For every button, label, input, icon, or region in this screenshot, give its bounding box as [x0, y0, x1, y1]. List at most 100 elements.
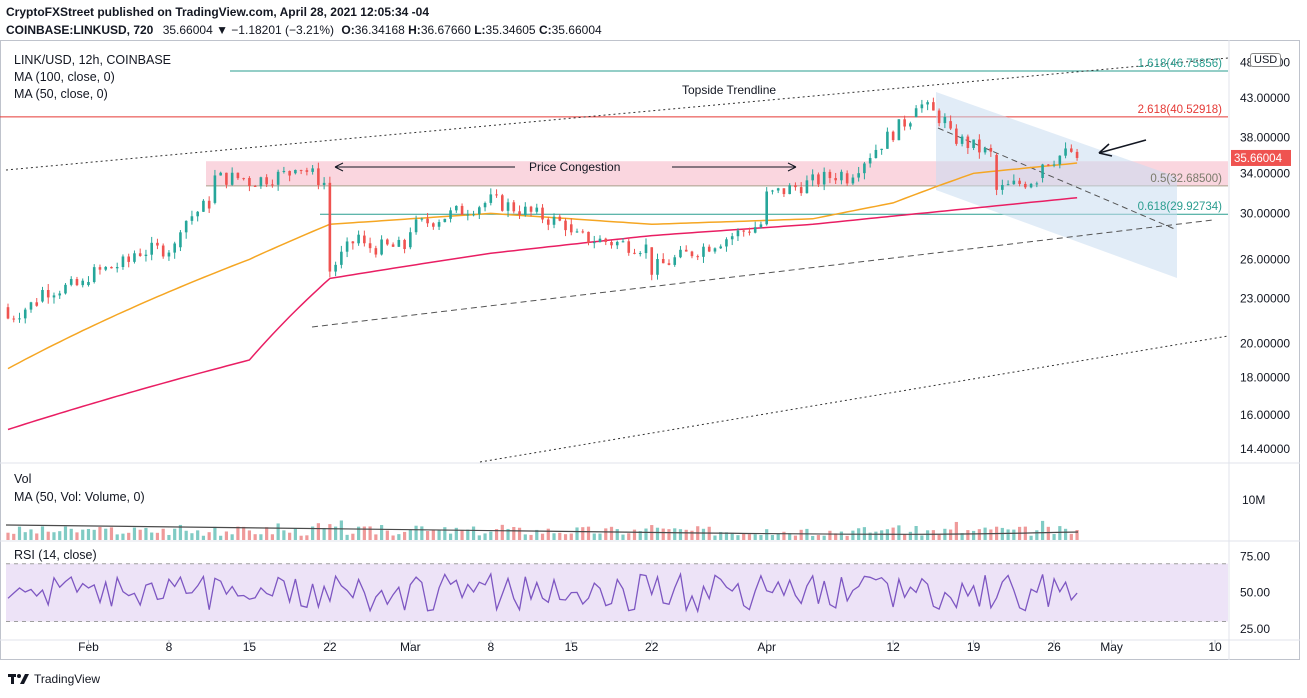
volume-bar [977, 529, 981, 540]
main-legend-ma100[interactable]: MA (100, close, 0) [14, 70, 115, 84]
currency-badge[interactable]: USD [1250, 53, 1282, 67]
volume-bar [494, 529, 499, 540]
ma50-line [7, 162, 1078, 370]
candle-body [202, 200, 205, 212]
volume-bar [242, 526, 246, 540]
volume-bar [799, 529, 803, 540]
candle-body [966, 136, 970, 149]
vol-legend-ma[interactable]: MA (50, Vol: Volume, 0) [14, 490, 145, 504]
fib-label-1.618: 1.618(46.75856) [1138, 58, 1223, 70]
candle-body [828, 171, 832, 179]
candle-body [707, 246, 711, 252]
volume-bar [207, 532, 211, 540]
candle-body [604, 238, 608, 242]
candle-body [799, 187, 803, 194]
volume-bar [937, 534, 941, 540]
candle-body [1070, 148, 1073, 152]
rsi-legend-title[interactable]: RSI (14, close) [14, 548, 97, 562]
candle-body [466, 214, 470, 216]
volume-bar [368, 526, 372, 540]
volume-bar [615, 529, 619, 540]
candle-body [587, 231, 590, 244]
volume-bar [724, 532, 729, 540]
footer-brand[interactable]: TradingView [8, 672, 100, 686]
time-tick-label: 22 [323, 640, 337, 654]
volume-bar [747, 534, 752, 540]
volume-bar [397, 534, 401, 540]
candle-body [782, 188, 786, 195]
candle-body [690, 251, 694, 257]
volume-bar [632, 529, 637, 540]
volume-bar [954, 521, 958, 540]
candle-body [190, 216, 194, 221]
volume-bar [29, 529, 33, 540]
candle-body [914, 108, 918, 118]
candle-body [489, 194, 493, 203]
time-tick-label: Mar [400, 640, 421, 654]
volume-bar [201, 535, 206, 540]
volume-bar [196, 530, 200, 540]
time-tick-label: 15 [565, 640, 579, 654]
support-trendline [311, 219, 1214, 328]
candle-body [748, 231, 751, 233]
volume-bar [471, 526, 476, 540]
vol-legend-title[interactable]: Vol [14, 472, 32, 486]
candle-body [972, 139, 975, 149]
candle-body [955, 128, 958, 144]
volume-bar [759, 535, 763, 540]
candle-body [627, 241, 631, 253]
volume-bar [213, 526, 217, 540]
volume-bar [339, 520, 343, 540]
volume-bar [816, 535, 821, 540]
volume-bar [1040, 520, 1045, 540]
candle-body [46, 289, 50, 298]
candle-body [219, 172, 222, 176]
volume-bar [150, 532, 154, 540]
volume-bar [1058, 526, 1062, 540]
volume-bar [276, 523, 280, 540]
volume-bar [546, 528, 550, 540]
candle-body [811, 174, 814, 181]
symbol-full: COINBASE:LINKUSD, 720 [6, 23, 154, 37]
candle-body [150, 242, 153, 255]
candle-body [242, 178, 245, 180]
price-tick-label: 14.40000 [1240, 442, 1290, 456]
volume-bar [362, 526, 366, 540]
volume-bar [40, 526, 45, 540]
volume-bar [443, 527, 447, 540]
candle-body [363, 235, 366, 244]
volume-bar [316, 523, 320, 540]
volume-bar [1006, 529, 1010, 540]
candle-body [822, 171, 826, 185]
topside-trendline-label: Topside Trendline [682, 83, 776, 97]
volume-bar [517, 527, 522, 540]
candle-body [880, 148, 883, 150]
volume-bar [121, 533, 125, 540]
candle-body [236, 172, 240, 179]
volume-bar [391, 535, 395, 540]
volume-bar [81, 529, 85, 540]
candle-body [483, 203, 487, 208]
rsi-line [7, 571, 1078, 614]
main-legend-ma50[interactable]: MA (50, close, 0) [14, 87, 108, 101]
volume-bar [477, 535, 481, 540]
volume-bar [293, 528, 297, 540]
main-legend-symbol[interactable]: LINK/USD, 12h, COINBASE [14, 53, 172, 67]
volume-bar [454, 527, 458, 540]
volume-bar [621, 534, 625, 540]
candle-body [455, 205, 458, 211]
candle-body [409, 232, 412, 248]
time-tick-label: 15 [243, 640, 257, 654]
candle-body [299, 169, 303, 171]
volume-bar [719, 531, 723, 540]
volume-bar [35, 533, 39, 540]
candle-body [317, 168, 320, 185]
volume-bar [259, 534, 263, 540]
candle-body [92, 267, 96, 282]
candle-body [886, 131, 889, 149]
volume-bar [1063, 528, 1068, 540]
candle-body [1075, 151, 1079, 158]
candle-body [472, 214, 475, 216]
volume-bar [144, 527, 148, 540]
